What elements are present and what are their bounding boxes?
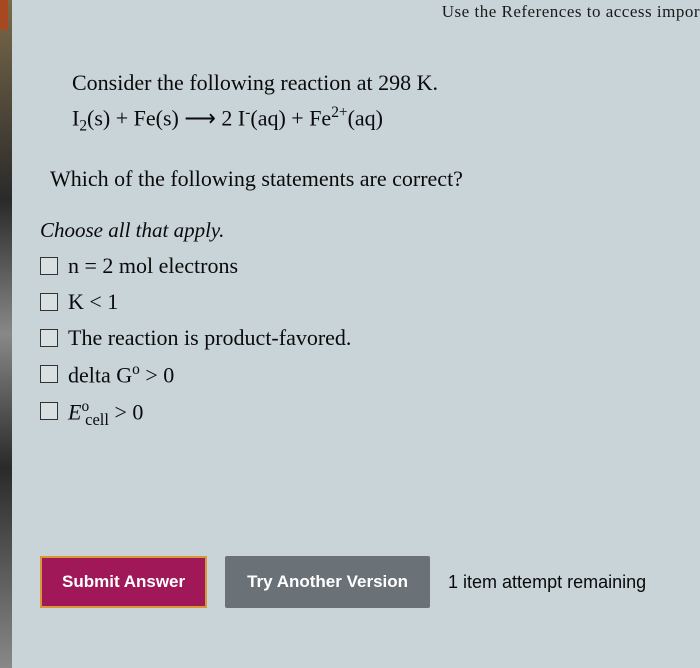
option-label: delta Go > 0 [68, 361, 174, 388]
checkbox-product-favored[interactable] [40, 329, 58, 347]
checkbox-delta-g[interactable] [40, 365, 58, 383]
question-content: Consider the following reaction at 298 K… [40, 70, 700, 440]
option-label: Eocell > 0 [68, 398, 143, 430]
question-intro: Consider the following reaction at 298 K… [72, 70, 700, 96]
eq-aq1: (aq) + Fe [250, 105, 331, 130]
option-row: n = 2 mol electrons [40, 253, 700, 279]
choose-instruction: Choose all that apply. [40, 218, 700, 243]
button-row: Submit Answer Try Another Version 1 item… [40, 556, 646, 608]
option-label: K < 1 [68, 289, 118, 315]
option-row: delta Go > 0 [40, 361, 700, 388]
eq-mid: (s) + Fe(s) ⟶ 2 I [87, 105, 245, 130]
eq-fe2plus: 2+ [331, 104, 347, 121]
checkbox-ecell[interactable] [40, 402, 58, 420]
attempts-remaining: 1 item attempt remaining [448, 572, 646, 593]
checkbox-k-lt-1[interactable] [40, 293, 58, 311]
try-another-version-button[interactable]: Try Another Version [225, 556, 430, 608]
option-row: The reaction is product-favored. [40, 325, 700, 351]
submit-answer-button[interactable]: Submit Answer [40, 556, 207, 608]
eq-i2-sub: 2 [79, 118, 87, 135]
option-label: n = 2 mol electrons [68, 253, 238, 279]
header-reference-text: Use the References to access impor [442, 2, 700, 22]
eq-aq2: (aq) [348, 105, 383, 130]
tab-fragment [0, 0, 8, 30]
reaction-equation: I2(s) + Fe(s) ⟶ 2 I-(aq) + Fe2+(aq) [72, 104, 700, 136]
question-which: Which of the following statements are co… [50, 166, 700, 192]
option-row: Eocell > 0 [40, 398, 700, 430]
left-edge-strip [0, 0, 12, 668]
option-label: The reaction is product-favored. [68, 325, 351, 351]
option-row: K < 1 [40, 289, 700, 315]
checkbox-n2mol[interactable] [40, 257, 58, 275]
